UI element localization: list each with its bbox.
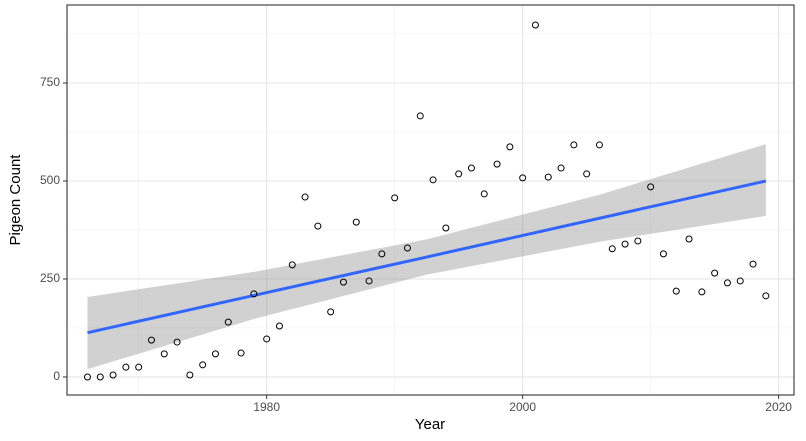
point [237,349,245,357]
point [263,335,271,343]
y-tick-label: 500 [40,173,60,187]
point [83,373,91,381]
point [96,373,104,381]
point [711,269,719,277]
point [250,290,258,298]
point [365,277,373,285]
point [301,193,309,201]
point [186,371,194,379]
point [493,160,501,168]
point [378,250,386,258]
point [288,261,296,269]
point [416,112,424,120]
y-tick-label: 0 [53,369,60,383]
x-axis-title: Year [415,416,445,433]
y-tick-label: 250 [40,271,60,285]
x-tick-label: 2020 [765,400,792,414]
point [327,308,335,316]
y-tick-label: 750 [40,75,60,89]
point [723,279,731,287]
point [467,164,475,172]
point [672,287,680,295]
point [634,237,642,245]
point [647,183,655,191]
point [583,170,591,178]
point [480,190,488,198]
point [275,322,283,330]
point [698,288,706,296]
x-tick-label: 2000 [509,400,536,414]
point [570,141,578,149]
point [557,164,565,172]
point [621,240,629,248]
point [339,278,347,286]
point [391,194,399,202]
x-tick-label: 1980 [253,400,280,414]
point [595,141,603,149]
panel-border [66,4,795,396]
point [762,292,770,300]
point [685,235,693,243]
point [544,173,552,181]
point [519,174,527,182]
point [109,371,117,379]
point [199,361,207,369]
point [403,244,411,252]
point [314,222,322,230]
point [135,363,143,371]
point [659,250,667,258]
point [173,338,181,346]
point [122,363,130,371]
fit-line [87,179,767,335]
point [736,277,744,285]
point [429,176,437,184]
point [455,170,463,178]
point [224,318,232,326]
point [749,260,757,268]
point [211,350,219,358]
point [147,336,155,344]
y-axis-title: Pigeon Count [7,154,24,246]
point [352,218,360,226]
point [442,224,450,232]
point [160,350,168,358]
point [531,21,539,29]
point [608,245,616,253]
point [506,143,514,151]
